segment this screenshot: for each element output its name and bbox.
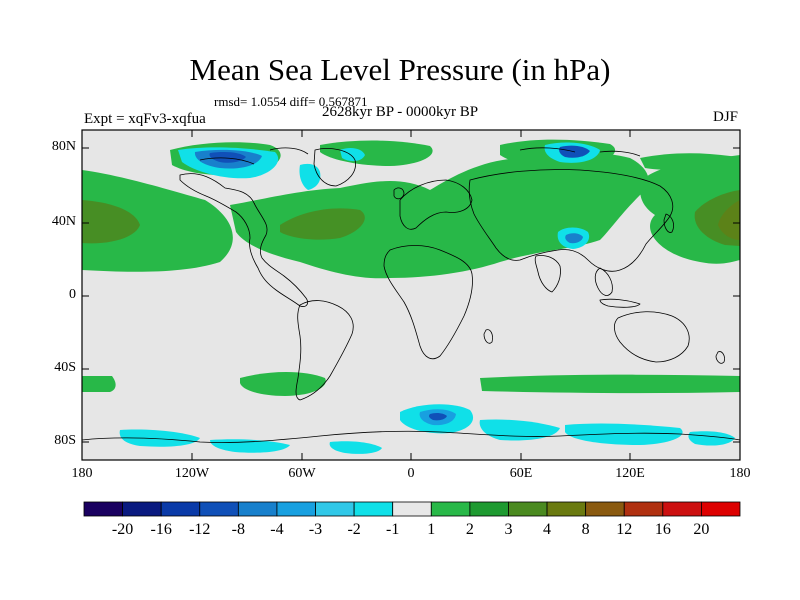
antarctic-cyan-patch-3 xyxy=(565,423,683,445)
colorbar-box xyxy=(430,501,471,517)
colorbar-box xyxy=(508,501,548,517)
india-coast xyxy=(534,255,561,293)
colorbar-box xyxy=(83,501,123,517)
east-pacific-darker-patch xyxy=(82,200,140,244)
arctic-islands-coast xyxy=(199,147,641,165)
y-tick-label: 0 xyxy=(69,287,76,302)
tibet-blue-core xyxy=(565,233,583,244)
chart-title: Mean Sea Level Pressure (in hPa) xyxy=(189,52,611,87)
africa-coast xyxy=(383,245,473,360)
colorbar-label: 4 xyxy=(543,521,552,538)
north-america-coast xyxy=(179,173,308,307)
y-axis-ticks xyxy=(82,147,740,443)
australia-coast xyxy=(614,311,690,363)
colorbar-label: -16 xyxy=(150,521,172,538)
colorbar-label: 8 xyxy=(581,521,590,538)
arctic-canada-dark-core xyxy=(209,152,246,163)
colorbar-box xyxy=(585,501,625,517)
x-tick-label: 0 xyxy=(407,466,415,481)
colorbar-label: -3 xyxy=(308,521,323,538)
colorbar-label: 3 xyxy=(504,521,513,538)
colorbar-box xyxy=(160,501,201,517)
europe-coast xyxy=(399,179,473,230)
colorbar-label: 2 xyxy=(465,521,474,538)
y-tick-label: 40S xyxy=(54,360,76,375)
japan-coast xyxy=(663,213,674,233)
south-america-coast xyxy=(295,300,354,401)
southern-ocean-indian-band xyxy=(480,374,740,394)
colorbar-box xyxy=(276,501,316,517)
coastlines xyxy=(82,147,740,443)
x-tick-label: 60E xyxy=(509,466,533,481)
norway-cyan-patch xyxy=(340,147,365,162)
new-zealand-coast xyxy=(715,351,725,364)
antarctic-cyan-patch-7 xyxy=(329,441,382,454)
southeast-asia-coast xyxy=(594,267,613,296)
colorbar-box xyxy=(199,501,239,517)
colorbar-label: 20 xyxy=(693,521,710,538)
southern-atlantic-patch xyxy=(240,372,326,396)
indonesia-coast xyxy=(599,298,641,308)
colorbar-box xyxy=(237,501,278,517)
southern-pacific-patch xyxy=(82,376,116,392)
colorbar-label: -12 xyxy=(189,521,211,538)
uk-coast xyxy=(393,187,405,200)
greenland-coast xyxy=(313,148,356,187)
colorbar-box xyxy=(546,501,587,517)
colorbar-label: 1 xyxy=(427,521,436,538)
colorbar-box xyxy=(392,501,432,517)
x-tick-label: 120E xyxy=(615,466,645,481)
madagascar-coast xyxy=(483,329,493,344)
colorbar xyxy=(83,501,741,517)
antarctic-cyan-patch-4 xyxy=(119,429,200,447)
x-tick-label: 180 xyxy=(729,466,751,481)
mid-latitude-atlantic-eurasia-band xyxy=(230,152,649,279)
colorbar-box xyxy=(122,501,162,517)
y-tick-label: 80N xyxy=(51,139,76,154)
colorbar-label: -2 xyxy=(347,521,361,538)
experiment-label: Expt = xqFv3-xqfua xyxy=(84,111,206,127)
y-tick-label: 40N xyxy=(51,214,76,229)
period-label: 2628kyr BP - 0000kyr BP xyxy=(322,104,479,120)
asia-coast xyxy=(468,169,674,272)
colorbar-label: -20 xyxy=(111,521,134,538)
colorbar-label: -8 xyxy=(231,521,245,538)
colorbar-box xyxy=(662,501,702,517)
colorbar-box xyxy=(701,501,741,517)
pacific-rim-arctic-patch xyxy=(640,153,740,171)
colorbar-box xyxy=(353,501,394,517)
north-pacific-band-east xyxy=(82,170,233,272)
west-pacific-core-patch xyxy=(718,200,740,240)
colorbar-label: 16 xyxy=(654,521,671,538)
x-tick-label: 180 xyxy=(71,466,93,481)
season-label: DJF xyxy=(713,109,739,125)
atlantic-darker-patch xyxy=(280,208,365,240)
x-tick-label: 60W xyxy=(288,466,316,481)
colorbar-label: -4 xyxy=(270,521,284,538)
antarctica-coast xyxy=(82,430,740,443)
colorbar-box xyxy=(469,501,509,517)
map-panel xyxy=(82,130,740,460)
colorbar-label: -1 xyxy=(386,521,400,538)
colorbar-label: 12 xyxy=(616,521,633,538)
stats-line: rmsd= 1.0554 diff= 0.567871 xyxy=(214,94,368,109)
antarctic-cyan-patch-6 xyxy=(688,431,735,446)
colorbar-box xyxy=(315,501,355,517)
colorbar-box xyxy=(623,501,664,517)
y-tick-label: 80S xyxy=(54,433,76,448)
x-axis-ticks xyxy=(81,130,741,460)
x-tick-label: 120W xyxy=(174,466,210,481)
greenland-cyan-strip xyxy=(299,163,321,190)
antarctic-deep-core xyxy=(429,412,447,421)
